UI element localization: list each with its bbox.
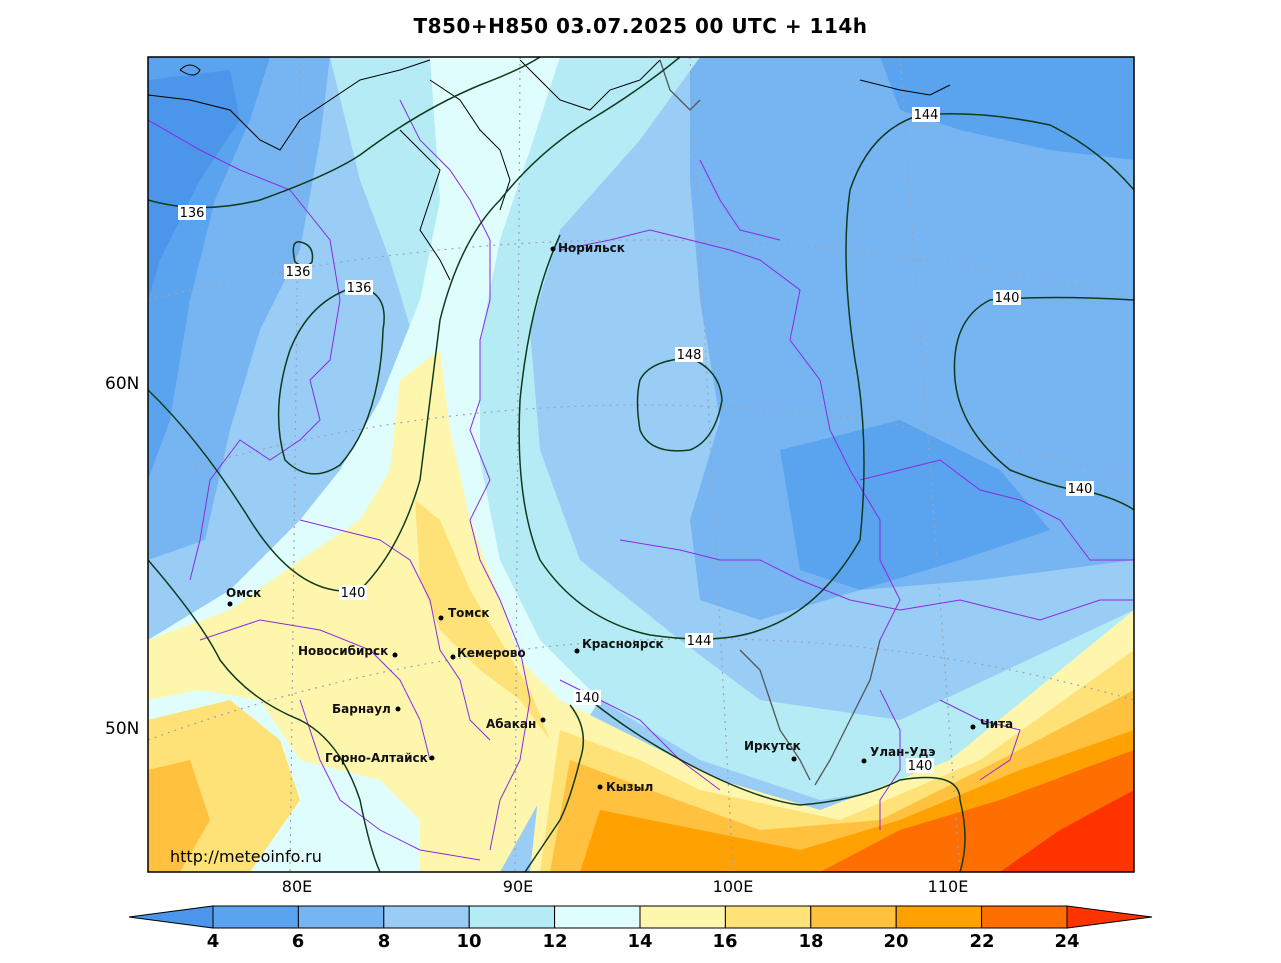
city-label-kemerovo: Кемерово (457, 646, 526, 660)
contour-label: 140 (908, 759, 933, 774)
lakes (659, 59, 881, 786)
city-label-omsk: Омск (226, 586, 261, 600)
colorbar-segment (554, 905, 641, 929)
colorbar (128, 905, 1153, 929)
city-label-ulan-ude: Улан-Удэ (870, 745, 935, 759)
graticule (148, 57, 1134, 872)
city-label-kyzyl: Кызыл (606, 780, 653, 794)
temp-band-warm-sw-corner (148, 760, 210, 872)
colorbar-segment (810, 905, 897, 929)
longitude-label-100e: 100E (712, 877, 754, 896)
map-frame (147, 56, 1135, 873)
contour-label: 136 (347, 281, 372, 296)
contour-label: 140 (341, 586, 366, 601)
colorbar-segment (639, 905, 726, 929)
city-label-krasnoyarsk: Красноярск (582, 637, 664, 651)
city-label-gorno-altaysk: Горно-Алтайск (325, 751, 428, 765)
longitude-label-80e: 80E (281, 877, 313, 896)
colorbar-arrow-left (128, 905, 214, 929)
city-labels: Норильск Омск Томск Новосибирск Кемерово… (226, 241, 1013, 794)
colorbar-segment (724, 905, 812, 929)
colorbar-tick-label: 4 (206, 931, 220, 952)
colorbar-segment (212, 905, 299, 929)
temp-band-warm-belt (148, 350, 570, 872)
contour-label: 140 (995, 291, 1020, 306)
watermark: http://meteoinfo.ru (170, 847, 322, 866)
contour-label: 136 (180, 206, 205, 221)
colorbar-tick-label: 24 (1054, 931, 1080, 952)
colorbar-segment (981, 905, 1068, 929)
contour-labels: 136 136 136 140 140 140 140 140 144 144 … (180, 108, 1093, 774)
colorbar-arrow-right (1066, 905, 1153, 929)
colorbar-tick-label: 18 (798, 931, 824, 952)
colorbar-tick-label: 22 (969, 931, 995, 952)
temp-band-coldest-nw (148, 70, 240, 300)
colorbar-tick-label: 12 (542, 931, 568, 952)
city-label-tomsk: Томск (448, 606, 490, 620)
longitude-label-110e: 110E (927, 877, 969, 896)
temp-band-cool-center (330, 57, 1134, 800)
longitude-label-90e: 90E (502, 877, 534, 896)
map-title: T850+H850 03.07.2025 00 UTC + 114h (413, 14, 868, 38)
colorbar-tick-label: 6 (291, 931, 305, 952)
contour-label: 148 (677, 348, 702, 363)
contour-label: 144 (914, 108, 939, 123)
colorbar-tick-label: 8 (377, 931, 391, 952)
colorbar-tick-label: 20 (883, 931, 909, 952)
temp-band-coldest-ne (880, 57, 1134, 160)
city-label-abakan: Абакан (486, 717, 536, 731)
latitude-label-60n: 60N (105, 374, 140, 394)
colorbar-segment (468, 905, 556, 929)
contour-label-boxes (178, 107, 1094, 773)
contour-label: 136 (286, 265, 311, 280)
colorbar-tick-label: 10 (456, 931, 482, 952)
contour-label: 144 (687, 634, 712, 649)
city-markers (227, 246, 976, 790)
city-label-norilsk: Норильск (558, 241, 625, 255)
temp-band-cold-east (780, 420, 1050, 590)
temp-band-extreme-se (1000, 790, 1134, 872)
contour-label: 140 (575, 691, 600, 706)
colorbar-segment (297, 905, 385, 929)
colorbar-tick-label: 16 (712, 931, 738, 952)
region-borders (148, 99, 1134, 861)
city-label-novosibirsk: Новосибирск (298, 644, 388, 658)
contour-label: 140 (1068, 482, 1093, 497)
colorbar-segment (383, 905, 470, 929)
latitude-label-50n: 50N (105, 719, 140, 739)
city-label-irkutsk: Иркутск (744, 739, 801, 753)
colorbar-segment (895, 905, 983, 929)
colorbar-tick-label: 14 (627, 931, 653, 952)
city-label-chita: Чита (980, 717, 1013, 731)
city-label-barnaul: Барнаул (332, 702, 391, 716)
